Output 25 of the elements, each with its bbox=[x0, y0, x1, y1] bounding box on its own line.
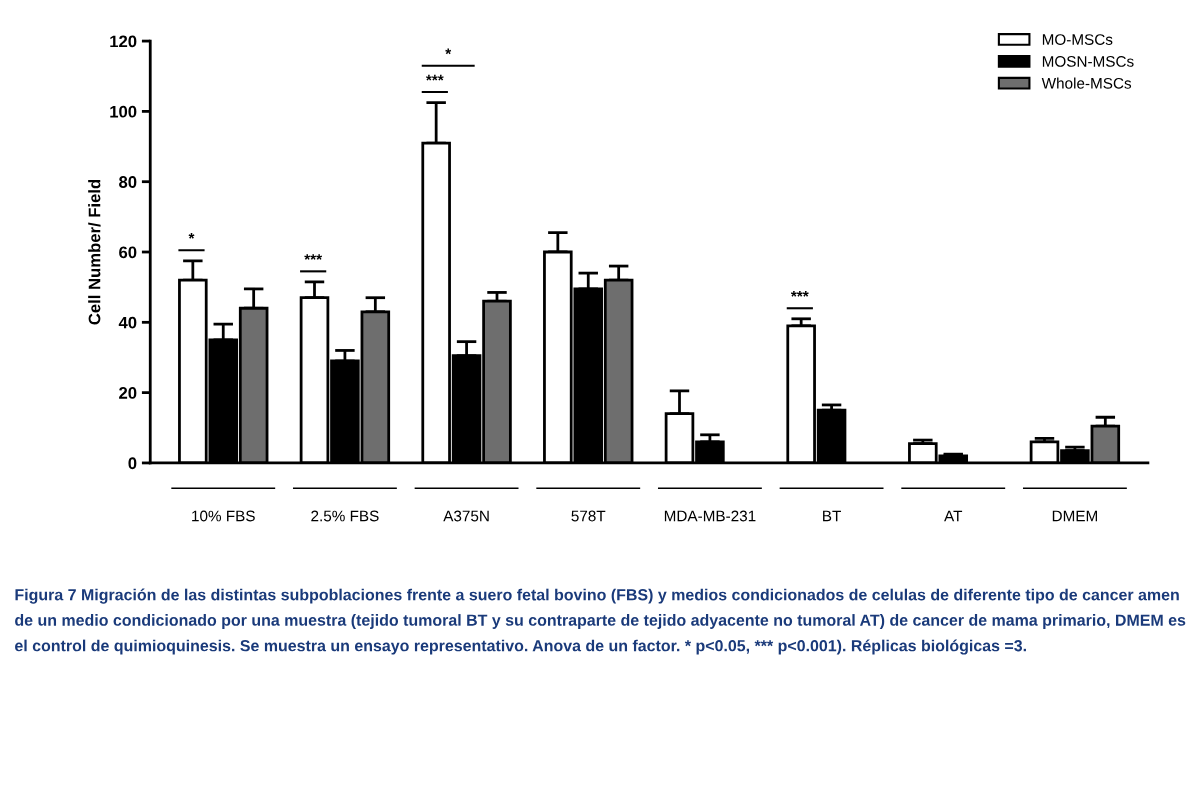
x-tick-label: 10% FBS bbox=[192, 510, 255, 522]
x-tick-label: DMEM bbox=[1052, 510, 1097, 522]
x-tick-label: 2.5% FBS bbox=[311, 510, 379, 522]
y-tick-label: 60 bbox=[119, 246, 137, 259]
text: Figura 7 Migración de las distintas subpoblaciones frente a suero fetal bovino (FBS) y medios condicionados de celulas de diferente tipo de cancer amen de un medio condicionado por una muestra (tejido tumoral BT y su contraparte de tejido adyacente no tumoral AT) de cancer de mama primario, DMEM es el control de quimioquinesis. Se muestra un ensayo representativo. Anova de un factor. * p<0.05, *** p<0.001). Réplicas biológicas =3. bbox=[15, 588, 1186, 655]
annotation: *** bbox=[425, 74, 444, 81]
x-tick-label: A375N bbox=[443, 510, 489, 522]
annotation: * bbox=[188, 233, 195, 239]
annotation: * bbox=[445, 48, 452, 55]
annotation: *** bbox=[790, 291, 809, 297]
y-tick-label: 120 bbox=[110, 35, 137, 48]
y-tick-label: 80 bbox=[119, 176, 137, 188]
y-tick-label: 20 bbox=[119, 387, 137, 399]
y-tick-label: 40 bbox=[118, 316, 137, 329]
annotation: *** bbox=[304, 254, 323, 260]
y-tick-label: 0 bbox=[128, 457, 137, 470]
legend-label: MOSN-MSCs bbox=[1042, 56, 1134, 67]
legend-label: MO-MSCs bbox=[1042, 34, 1113, 45]
y-tick-label: 100 bbox=[110, 105, 137, 118]
x-tick-label: BT bbox=[823, 510, 841, 522]
x-tick-label: AT bbox=[944, 510, 963, 522]
x-tick-label: MDA-MB-231 bbox=[664, 510, 756, 522]
legend-label: Whole-MSCs bbox=[1041, 77, 1132, 89]
y-axis-title: Cell Number/ Field bbox=[88, 179, 101, 325]
x-tick-label: 578T bbox=[571, 510, 606, 522]
